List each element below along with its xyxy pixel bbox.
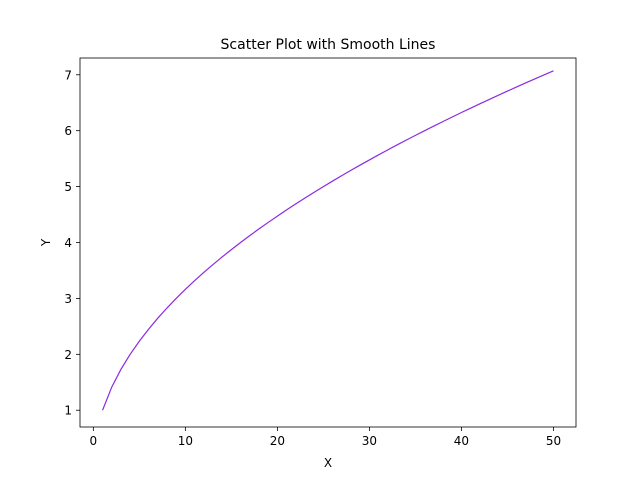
y-tick-label: 7 (64, 68, 72, 82)
y-tick-label: 4 (64, 236, 72, 250)
y-tick-label: 5 (64, 180, 72, 194)
x-tick-label: 0 (90, 434, 98, 448)
x-tick-label: 20 (270, 434, 285, 448)
x-axis-label: X (324, 456, 332, 470)
chart-title: Scatter Plot with Smooth Lines (221, 37, 436, 53)
x-axis-ticks: 0 10 20 30 40 50 (90, 427, 561, 448)
y-tick-label: 1 (64, 404, 72, 418)
y-tick-label: 3 (64, 292, 72, 306)
y-tick-label: 2 (64, 348, 72, 362)
y-axis-ticks: 1 2 3 4 5 6 7 (64, 68, 80, 418)
x-tick-label: 50 (546, 434, 561, 448)
series-line (101, 70, 554, 411)
plot-area (101, 70, 554, 411)
y-tick-label: 6 (64, 124, 72, 138)
y-axis-label: Y (39, 238, 53, 247)
x-tick-label: 10 (178, 434, 193, 448)
x-tick-label: 30 (362, 434, 377, 448)
x-tick-label: 40 (454, 434, 469, 448)
